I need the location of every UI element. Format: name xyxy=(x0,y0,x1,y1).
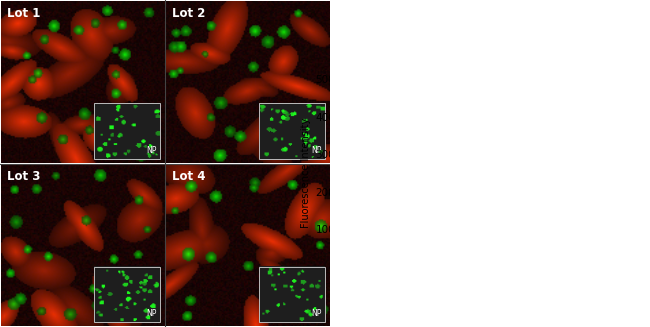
Bar xyxy=(379,236,405,267)
Text: NP: NP xyxy=(311,309,322,318)
Bar xyxy=(500,135,526,267)
Text: Lot 2: Lot 2 xyxy=(172,7,205,20)
Text: NP: NP xyxy=(146,309,157,318)
Bar xyxy=(259,267,325,322)
Text: Lot 4: Lot 4 xyxy=(172,170,205,183)
Bar xyxy=(526,240,551,267)
Text: Lot 3: Lot 3 xyxy=(6,170,40,183)
Bar xyxy=(259,103,325,159)
Bar xyxy=(599,241,625,267)
Text: Lot 1: Lot 1 xyxy=(6,7,40,20)
Text: NP: NP xyxy=(146,146,157,155)
Bar xyxy=(94,267,160,322)
Bar xyxy=(573,124,599,267)
Legend: Signal, Noise: Signal, Noise xyxy=(431,314,547,327)
Text: NP: NP xyxy=(311,146,322,155)
Bar xyxy=(94,103,160,159)
Bar xyxy=(354,132,379,267)
Bar xyxy=(452,241,478,267)
Bar xyxy=(427,141,452,267)
Y-axis label: Fluorescence Intensity: Fluorescence Intensity xyxy=(302,118,311,228)
